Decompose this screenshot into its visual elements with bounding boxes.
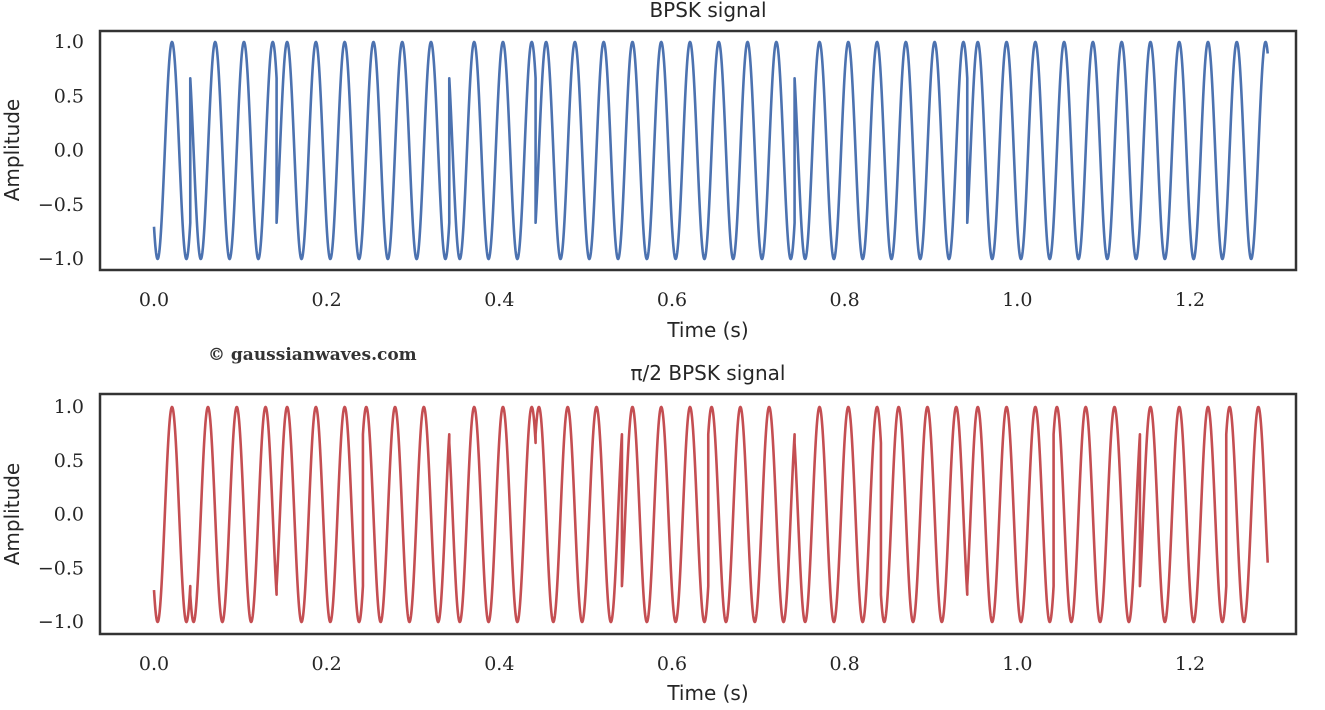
y-tick-label: 0.0 bbox=[54, 504, 84, 526]
axes-frame bbox=[98, 29, 1298, 272]
watermark: © gaussianwaves.com bbox=[208, 345, 417, 365]
x-tick-label: 0.8 bbox=[830, 289, 860, 311]
x-tick-label: 0.2 bbox=[312, 289, 342, 311]
subplot-2: 0.0 0.2 0.4 0.6 0.8 1.0 1.2 1.0 0.5 0.0 −0.5 −1.0 Ti… bbox=[0, 361, 1298, 705]
y-tick-label: −0.5 bbox=[38, 557, 84, 579]
x-tick-label: 0.4 bbox=[484, 289, 514, 311]
x-tick-label: 1.2 bbox=[1175, 289, 1205, 311]
x-tick-label: 0.0 bbox=[139, 289, 169, 311]
chart-title: π/2 BPSK signal bbox=[631, 361, 786, 385]
x-tick-label: 0.6 bbox=[657, 653, 687, 675]
x-tick-label: 0.4 bbox=[484, 653, 514, 675]
x-tick-label: 1.0 bbox=[1002, 289, 1032, 311]
y-tick-label: −1.0 bbox=[38, 611, 84, 633]
chart-title: BPSK signal bbox=[649, 0, 766, 22]
x-tick-label: 0.6 bbox=[657, 289, 687, 311]
x-tick-label: 0.8 bbox=[830, 653, 860, 675]
subplot-1: 0.0 0.2 0.4 0.6 0.8 1.0 1.2 1.0 0.5 0.0 −0.5 −1.0 Ti… bbox=[0, 0, 1298, 342]
y-tick-label: 0.5 bbox=[54, 85, 84, 107]
x-axis-label: Time (s) bbox=[666, 681, 748, 705]
y-tick-label: 1.0 bbox=[54, 396, 84, 418]
y-tick-label: −0.5 bbox=[38, 194, 84, 216]
y-axis-label: Amplitude bbox=[0, 463, 24, 566]
x-tick-label: 1.2 bbox=[1175, 653, 1205, 675]
x-tick-label: 1.0 bbox=[1002, 653, 1032, 675]
y-tick-label: 1.0 bbox=[54, 31, 84, 53]
signal-line bbox=[152, 405, 1269, 624]
y-tick-label: 0.0 bbox=[54, 140, 84, 162]
x-tick-label: 0.2 bbox=[312, 653, 342, 675]
y-tick-label: −1.0 bbox=[38, 248, 84, 270]
y-tick-label: 0.5 bbox=[54, 450, 84, 472]
x-tick-label: 0.0 bbox=[139, 653, 169, 675]
x-axis-label: Time (s) bbox=[666, 318, 748, 342]
signal-line bbox=[152, 40, 1269, 261]
y-axis-label: Amplitude bbox=[0, 99, 24, 202]
axes-frame bbox=[98, 392, 1298, 636]
